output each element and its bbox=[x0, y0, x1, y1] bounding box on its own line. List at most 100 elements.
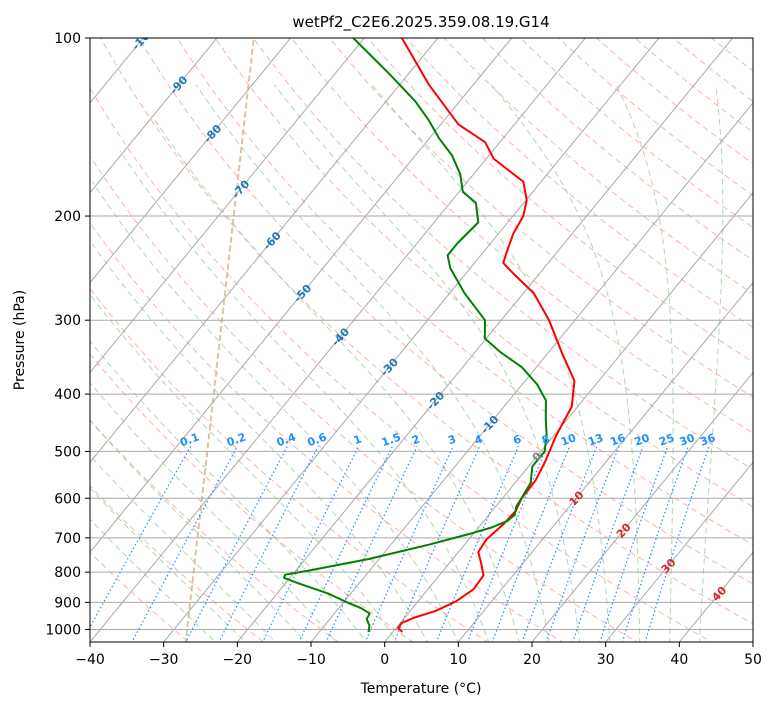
mixing-ratio-line bbox=[185, 445, 288, 642]
mixing-ratio-label: 20 bbox=[633, 431, 652, 449]
y-axis-label: Pressure (hPa) bbox=[12, 290, 28, 390]
y-tick-label: 800 bbox=[54, 565, 81, 581]
isotherm-label: -50 bbox=[291, 282, 314, 306]
isotherm-label: -20 bbox=[424, 389, 447, 413]
mixing-ratio-line bbox=[572, 446, 644, 642]
moist-adiabat bbox=[371, 84, 611, 642]
mixing-ratio-label: 4 bbox=[473, 432, 485, 447]
mixing-ratio-line bbox=[521, 446, 598, 642]
temperature-line bbox=[397, 38, 576, 633]
isotherm-label: -70 bbox=[229, 177, 252, 201]
mixing-ratio-line bbox=[131, 445, 239, 642]
dry-adiabat bbox=[138, 38, 753, 585]
moist-adiabat bbox=[90, 487, 246, 642]
x-tick-label: 40 bbox=[670, 652, 688, 668]
mixing-ratio-label: 8 bbox=[540, 433, 552, 448]
mixing-ratio-line bbox=[466, 445, 548, 642]
dry-adiabat bbox=[252, 38, 753, 471]
dry-adiabat bbox=[367, 38, 753, 363]
x-tick-label: 20 bbox=[523, 652, 541, 668]
isotherm-line bbox=[90, 38, 218, 194]
isotherm-line bbox=[457, 281, 753, 642]
dry-adiabat bbox=[90, 155, 639, 642]
dry-adiabat bbox=[90, 221, 564, 642]
x-tick-label: −10 bbox=[296, 652, 326, 668]
mixing-ratio-label: 0.6 bbox=[306, 430, 329, 449]
moist-adiabat bbox=[119, 150, 490, 642]
isotherm-label: -80 bbox=[201, 122, 224, 146]
moist-adiabat bbox=[491, 84, 641, 642]
isotherm-line bbox=[310, 102, 753, 642]
dry-adiabat bbox=[90, 87, 713, 642]
mixing-ratio-label: 6 bbox=[512, 432, 524, 447]
mixing-ratio-label: 0.4 bbox=[275, 430, 298, 449]
y-tick-label: 300 bbox=[54, 313, 81, 329]
tan-curve bbox=[184, 38, 255, 642]
mixing-ratio-line bbox=[621, 446, 689, 642]
dry-adiabat bbox=[90, 485, 265, 642]
dry-adiabat bbox=[481, 38, 753, 261]
mixing-ratio-line bbox=[599, 446, 669, 642]
isotherms bbox=[90, 38, 753, 642]
mixing-ratio-label: 16 bbox=[608, 431, 627, 449]
isotherm-label: -30 bbox=[378, 355, 401, 379]
moist-adiabat bbox=[90, 239, 429, 642]
y-tick-label: 900 bbox=[54, 595, 81, 611]
x-tick-label: 10 bbox=[449, 652, 467, 668]
x-tick-label: 50 bbox=[744, 652, 762, 668]
mixing-ratio-label: 3 bbox=[446, 433, 458, 448]
mixing-ratio-line bbox=[393, 445, 481, 642]
isotherm-label: -10 bbox=[478, 413, 501, 437]
moist-adiabat bbox=[90, 381, 337, 642]
data-series bbox=[283, 38, 576, 633]
dry-adiabat bbox=[90, 287, 489, 642]
mixing-ratio-label: 25 bbox=[657, 431, 676, 448]
mixing-ratio-label: 36 bbox=[698, 431, 717, 449]
mixing-ratio-label: 1.5 bbox=[380, 430, 403, 449]
mixing-ratio-line bbox=[262, 445, 360, 642]
moist-adiabat bbox=[90, 293, 398, 642]
moist-adiabat bbox=[90, 518, 216, 642]
mixing-ratio-label: 0.2 bbox=[225, 430, 248, 449]
x-tick-label: −40 bbox=[75, 652, 105, 668]
dry-adiabat bbox=[100, 38, 753, 625]
mixing-ratio-line bbox=[435, 445, 520, 642]
mixing-ratio-label: 1 bbox=[352, 433, 364, 448]
dewpoint-line bbox=[283, 38, 548, 633]
isotherm-line bbox=[236, 38, 734, 642]
chart-title: wetPf2_C2E6.2025.359.08.19.G14 bbox=[292, 13, 549, 32]
y-tick-label: 400 bbox=[54, 387, 81, 403]
moist-adiabat bbox=[90, 340, 367, 642]
mixing-ratio-label: 0.1 bbox=[178, 430, 201, 449]
isotherm-line bbox=[752, 641, 753, 642]
isotherm-line bbox=[678, 551, 753, 642]
x-axis-label: Temperature (°C) bbox=[360, 681, 482, 697]
contour-labels: 0.1 0.2 0.4 0.6 1 1.5 2 3 4 6 8 10 13 16 20 25 30 36-100-… bbox=[130, 38, 730, 604]
x-tick-label: −20 bbox=[223, 652, 253, 668]
isotherm-label: -40 bbox=[329, 325, 352, 349]
x-tick-label: 0 bbox=[380, 652, 389, 668]
moist-adiabat bbox=[151, 114, 520, 642]
tan-dashed-curve bbox=[184, 38, 255, 642]
plot-frame bbox=[89, 37, 754, 643]
moist-adiabats bbox=[90, 84, 724, 642]
moist-adiabat bbox=[92, 181, 459, 642]
x-axis-ticks: −40 −30 −20 −10 0 10 20 30 40 50 bbox=[75, 642, 762, 668]
isotherm-line bbox=[90, 38, 365, 374]
mixing-ratio-line bbox=[218, 445, 319, 642]
dry-adiabat bbox=[672, 38, 753, 102]
isotherm-line bbox=[384, 192, 753, 642]
isotherm-label: -60 bbox=[261, 229, 284, 253]
dry-adiabat bbox=[90, 353, 414, 642]
y-tick-label: 500 bbox=[54, 444, 81, 460]
mixing-ratio-label: 30 bbox=[678, 431, 697, 449]
moist-adiabat bbox=[195, 84, 550, 642]
isotherm-line bbox=[531, 371, 753, 642]
y-axis-ticks: 1000 900 800 700 600 500 400 300 200 100 bbox=[45, 31, 90, 638]
y-tick-label: 100 bbox=[54, 31, 81, 47]
dry-adiabat bbox=[405, 38, 753, 329]
dry-adiabat bbox=[753, 11, 775, 654]
dry-adiabats bbox=[90, 11, 775, 654]
moist-adiabat bbox=[699, 84, 724, 642]
